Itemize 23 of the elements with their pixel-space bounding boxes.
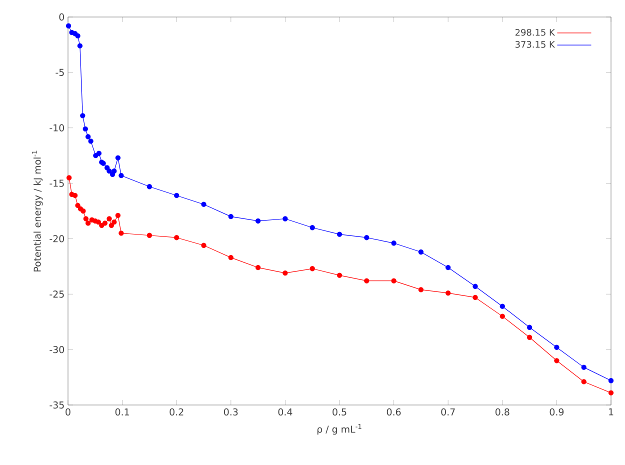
x-tick-label: 0.6 [386, 408, 401, 416]
y-axis-title: Potential energy / kJ mol$^{-1}$ [32, 150, 43, 272]
x-tick-label: 0 [66, 408, 70, 416]
y-tick-label: -5 [56, 68, 64, 76]
x-tick-label: 0.4 [278, 408, 292, 416]
x-axis-title: ρ / g mL$^{-1}$ [317, 424, 362, 435]
x-tick-label: 0.7 [441, 408, 455, 416]
x-tick-label: 0.8 [496, 408, 510, 416]
legend-label: 373.15 K [516, 41, 556, 48]
x-tick-label: 1 [609, 408, 614, 416]
y-tick-label: -30 [50, 346, 64, 354]
y-tick-label: -35 [50, 401, 64, 409]
y-tick-label: -25 [50, 290, 64, 298]
legend-label: 298.15 K [515, 28, 556, 36]
x-tick-label: 0.1 [115, 408, 129, 416]
x-tick-label: 0.5 [332, 408, 346, 416]
x-tick-label: 0.2 [170, 408, 184, 416]
y-tick-label: -10 [50, 124, 64, 132]
y-tick-label: 0 [59, 13, 64, 21]
x-tick-label: 0.3 [224, 408, 238, 416]
x-tick-label: 0.9 [550, 408, 564, 416]
y-tick-label: -20 [50, 235, 64, 242]
y-tick-label: -15 [50, 180, 64, 187]
